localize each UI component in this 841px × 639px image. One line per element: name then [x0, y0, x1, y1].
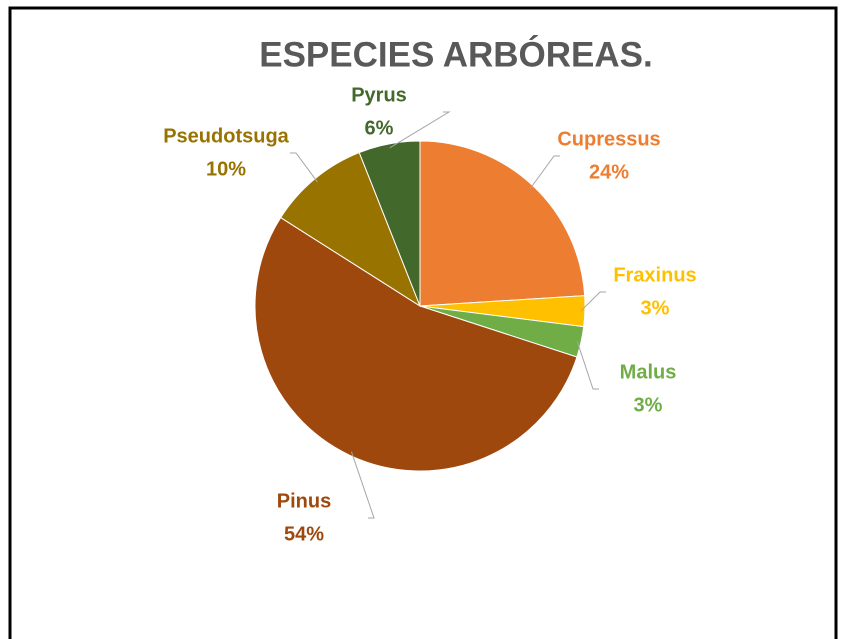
leader-line — [350, 451, 375, 519]
leader-line — [580, 291, 606, 312]
pie-slice — [358, 140, 421, 307]
data-label-name: Fraxinus — [613, 264, 696, 286]
leader-line — [576, 340, 599, 390]
leader-line — [389, 111, 451, 149]
data-label-name: Cupressus — [557, 128, 660, 150]
data-label-value: 6% — [365, 117, 394, 139]
data-label-name: Pseudotsuga — [163, 125, 289, 147]
data-label-value: 3% — [634, 394, 663, 416]
data-label-name: Pyrus — [351, 84, 407, 106]
data-label-value: 10% — [206, 158, 246, 180]
data-label-name: Pinus — [277, 490, 331, 512]
data-label-value: 3% — [641, 297, 670, 319]
pie-slice — [254, 216, 578, 472]
data-label-value: 54% — [284, 523, 324, 545]
leader-line — [529, 155, 560, 189]
data-label-value: 24% — [589, 161, 629, 183]
chart-title: ESPECIES ARBÓREAS. — [259, 34, 653, 74]
data-label-name: Malus — [620, 361, 677, 383]
leader-line — [290, 152, 318, 183]
